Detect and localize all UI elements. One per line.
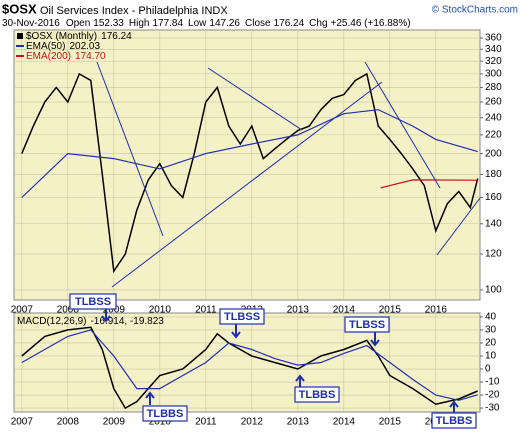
indicator-name: MACD(12,26,9) [17, 316, 86, 327]
indicator-values: -16.914, -19.823 [90, 316, 164, 327]
trendline [96, 61, 164, 237]
stat-value: +25.46 (+16.88%) [331, 18, 411, 29]
y-tick-label: 160 [485, 192, 502, 203]
signal-label: TLBBS [147, 408, 184, 420]
x-tick-label: 2014 [333, 305, 356, 316]
y-tick-label: 30 [485, 325, 497, 336]
series-line [21, 329, 478, 401]
signal-box [69, 293, 117, 310]
x-tick-label: 2007 [11, 305, 34, 316]
x-tick-label: 2008 [57, 305, 80, 316]
y-tick-label: 260 [485, 97, 502, 108]
signal-box [219, 308, 265, 325]
stat-value: 176.24 [274, 18, 305, 29]
copyright: © StockCharts.com [432, 5, 518, 16]
x-tick-label: 2010 [149, 417, 172, 428]
arrow [295, 374, 305, 387]
x-tick-label: 2008 [57, 417, 80, 428]
stat-value: 147.26 [209, 18, 240, 29]
x-tick-label: 2007 [11, 417, 34, 428]
signal-label: TLBSS [349, 319, 385, 331]
series-line [21, 72, 479, 274]
x-tick-label: 2014 [333, 417, 356, 428]
y-tick-label: 280 [485, 82, 502, 93]
x-tick-label: 2012 [241, 417, 264, 428]
legend-entry: EMA(50) 202.03 [26, 41, 100, 52]
stat-value: 152.33 [93, 18, 124, 29]
stat-label: Close [245, 18, 271, 29]
y-tick-label: 140 [485, 218, 502, 229]
legend-swatch [17, 33, 23, 39]
arrow [370, 332, 380, 347]
y-tick-label: 360 [485, 33, 502, 44]
panel-title: MACD(12,26,9) -16.914, -19.823 [17, 316, 164, 327]
legend-name: EMA(200) [26, 51, 71, 62]
arrow [449, 400, 459, 413]
chart-title: Oil Services Index - Philadelphia INDX [40, 5, 228, 17]
y-tick-label: 120 [485, 249, 502, 260]
legend-entry: EMA(200) 174.70 [26, 51, 106, 62]
stat-label: High [129, 18, 150, 29]
trendline [436, 197, 481, 256]
signal-label: TLBSS [224, 311, 260, 323]
arrow [231, 324, 241, 339]
signal-label: TLBBS [436, 415, 473, 427]
x-tick-label: 2013 [287, 417, 310, 428]
legend-name: $OSX (Monthly) [26, 31, 97, 42]
y-tick-label: 200 [485, 148, 502, 159]
stat-value: 177.84 [152, 18, 183, 29]
y-tick-label: 40 [485, 312, 497, 323]
y-tick-label: 0 [485, 364, 491, 375]
series-line [380, 179, 478, 189]
stats-line: 30-Nov-2016 Open 152.33 High 177.84 Low 147.26… [2, 18, 411, 29]
y-tick-label: 10 [485, 351, 497, 362]
signal-label: TLBBS [299, 389, 336, 401]
signal-box [344, 316, 390, 333]
trendlines [96, 61, 481, 288]
y-tick-label: 20 [485, 338, 497, 349]
x-tick-label: 2011 [195, 417, 217, 428]
stat-label: Low [188, 18, 207, 29]
legend-value: 176.24 [101, 31, 132, 42]
x-tick-label: 2009 [103, 417, 126, 428]
symbol: $OSX [2, 1, 37, 16]
signal-annotations: TLBSS TLBSS TLBSS TLBBS TLBBS TLBBS [69, 293, 477, 429]
y-tick-label: -30 [485, 403, 500, 414]
x-tick-label: 2011 [195, 305, 217, 316]
y-tick-label: 220 [485, 130, 502, 141]
y-tick-label: -20 [485, 390, 500, 401]
x-tick-label: 2016 [425, 305, 448, 316]
stat-label: Open [66, 18, 90, 29]
trendline [364, 61, 441, 189]
series-line [21, 109, 478, 198]
trendline [207, 67, 303, 131]
legend-name: EMA(50) [26, 41, 65, 52]
x-tick-label: 2013 [287, 305, 310, 316]
price-panel [13, 29, 481, 301]
y-tick-label: -10 [485, 377, 500, 388]
signal-box [142, 405, 188, 422]
y-tick-label: 300 [485, 69, 502, 80]
x-tick-label: 2010 [149, 305, 172, 316]
y-tick-label: 240 [485, 112, 502, 123]
y-tick-label: 320 [485, 56, 502, 67]
date: 30-Nov-2016 [2, 18, 60, 29]
signal-box [294, 386, 340, 403]
legend-value: 202.03 [69, 41, 100, 52]
arrow [101, 309, 111, 323]
y-tick-label: 180 [485, 169, 502, 180]
x-tick-label: 2009 [103, 305, 126, 316]
legend-entry: $OSX (Monthly) 176.24 [26, 31, 132, 42]
legend-value: 174.70 [75, 51, 106, 62]
arrow [145, 391, 155, 405]
signal-label: TLBSS [75, 296, 111, 308]
stat-label: Chg [309, 18, 327, 29]
trendline [111, 81, 383, 288]
x-tick-label: 2015 [379, 305, 402, 316]
y-tick-label: 340 [485, 44, 502, 55]
x-tick-label: 2015 [379, 417, 402, 428]
y-tick-label: 100 [485, 285, 502, 296]
